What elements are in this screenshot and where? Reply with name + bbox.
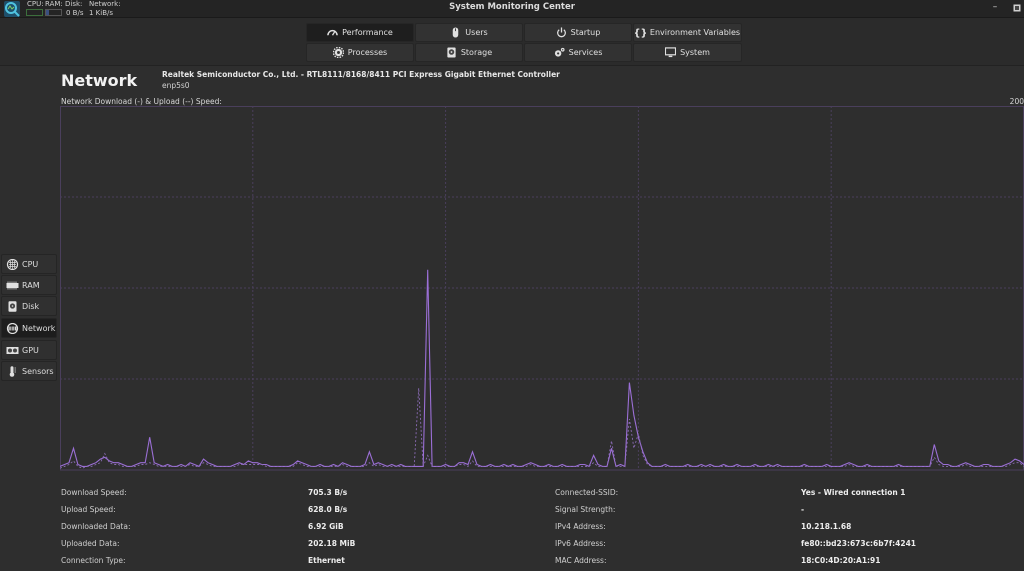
detail-label: Signal Strength:	[555, 505, 616, 514]
sidebar-item-gpu-label: GPU	[22, 345, 39, 355]
detail-label: Downloaded Data:	[61, 522, 131, 531]
gear-icon	[332, 47, 344, 58]
chart-max-value: 200	[1009, 97, 1024, 106]
sidebar-item-sensors[interactable]: Sensors	[1, 361, 57, 381]
title-bar: CPU: RAM: Disk: Network: 0 B/s 1 KiB/s S…	[0, 0, 1024, 18]
minimize-button[interactable]: –	[992, 2, 998, 12]
mini-disk-label: Disk:	[65, 0, 83, 8]
interface-name: enp5s0	[162, 81, 190, 90]
mouse-icon	[453, 27, 459, 38]
mini-network-label: Network:	[89, 0, 121, 8]
detail-label: IPv6 Address:	[555, 539, 606, 548]
thermometer-icon	[9, 365, 16, 377]
tab-processes[interactable]: Processes	[306, 43, 414, 62]
sidebar-item-ram[interactable]: RAM	[1, 275, 57, 295]
tab-environment-variables-label: Environment Variables	[649, 28, 741, 37]
disk-icon	[8, 300, 17, 312]
braces-icon: {}	[635, 28, 646, 38]
mini-cpu-label: CPU:	[27, 0, 44, 8]
network-icon	[6, 322, 19, 334]
sidebar-item-sensors-label: Sensors	[22, 366, 54, 376]
maximize-icon	[1013, 4, 1021, 12]
mini-cpu-bar	[26, 9, 43, 16]
tab-users-label: Users	[465, 28, 488, 37]
sidebar-item-cpu[interactable]: CPU	[1, 254, 57, 274]
monitor-icon	[665, 47, 677, 58]
detail-label: IPv4 Address:	[555, 522, 606, 531]
mini-ram-label: RAM:	[45, 0, 63, 8]
mini-ram-bar	[45, 9, 62, 16]
detail-value: 18:C0:4D:20:A1:91	[801, 556, 881, 565]
device-name: Realtek Semiconductor Co., Ltd. - RTL811…	[162, 70, 560, 79]
detail-label: Uploaded Data:	[61, 539, 120, 548]
tab-performance[interactable]: Performance	[306, 23, 414, 42]
detail-value: Ethernet	[308, 556, 345, 565]
tab-startup[interactable]: Startup	[524, 23, 632, 42]
sidebar-item-gpu[interactable]: GPU	[1, 340, 57, 360]
ram-icon	[6, 281, 19, 289]
detail-value: -	[801, 505, 805, 514]
sidebar-item-disk-label: Disk	[22, 301, 40, 311]
sidebar-item-network-label: Network	[22, 323, 56, 333]
sidebar-item-cpu-label: CPU	[22, 259, 39, 269]
detail-value: 6.92 GiB	[308, 522, 344, 531]
chart-label: Network Download (-) & Upload (--) Speed…	[61, 97, 222, 106]
tab-system[interactable]: System	[633, 43, 742, 62]
detail-label: Upload Speed:	[61, 505, 116, 514]
tab-storage-label: Storage	[460, 48, 493, 57]
cpu-icon	[6, 258, 19, 270]
tab-processes-label: Processes	[347, 48, 388, 57]
detail-value: 705.3 B/s	[308, 488, 348, 497]
tab-performance-label: Performance	[342, 28, 393, 37]
page-title: Network	[61, 71, 138, 90]
sidebar-item-disk[interactable]: Disk	[1, 296, 57, 316]
detail-value: 628.0 B/s	[308, 505, 348, 514]
mini-disk-value: 0 B/s	[66, 9, 84, 17]
sidebar-item-ram-label: RAM	[22, 280, 40, 290]
detail-value: 10.218.1.68	[801, 522, 852, 531]
detail-value: Yes - Wired connection 1	[801, 488, 906, 497]
chart-series-upload	[60, 388, 1024, 469]
tab-system-label: System	[680, 48, 710, 57]
detail-value: fe80::bd23:673c:6b7f:4241	[801, 539, 917, 548]
detail-label: Download Speed:	[61, 488, 127, 497]
gpu-icon	[6, 346, 19, 354]
tab-startup-label: Startup	[570, 28, 601, 37]
network-speed-chart	[60, 106, 1024, 471]
mini-network-value: 1 KiB/s	[89, 9, 114, 17]
tab-storage[interactable]: Storage	[415, 43, 523, 62]
detail-label: MAC Address:	[555, 556, 607, 565]
detail-value: 202.18 MiB	[308, 539, 356, 548]
tab-environment-variables[interactable]: {} Environment Variables	[633, 23, 742, 42]
app-logo-icon	[4, 1, 20, 17]
tab-users[interactable]: Users	[415, 23, 523, 42]
detail-label: Connection Type:	[61, 556, 126, 565]
svg-text:{}: {}	[635, 28, 646, 38]
gears-icon	[554, 47, 565, 57]
tab-services[interactable]: Services	[524, 43, 632, 62]
power-icon	[556, 27, 566, 38]
sidebar-item-network[interactable]: Network	[1, 318, 57, 338]
tab-services-label: Services	[568, 48, 603, 57]
window-title: System Monitoring Center	[449, 2, 575, 12]
hard-disk-icon	[447, 47, 456, 58]
maximize-button[interactable]	[1011, 2, 1023, 14]
gauge-icon	[327, 30, 338, 36]
detail-label: Connected-SSID:	[555, 488, 619, 497]
